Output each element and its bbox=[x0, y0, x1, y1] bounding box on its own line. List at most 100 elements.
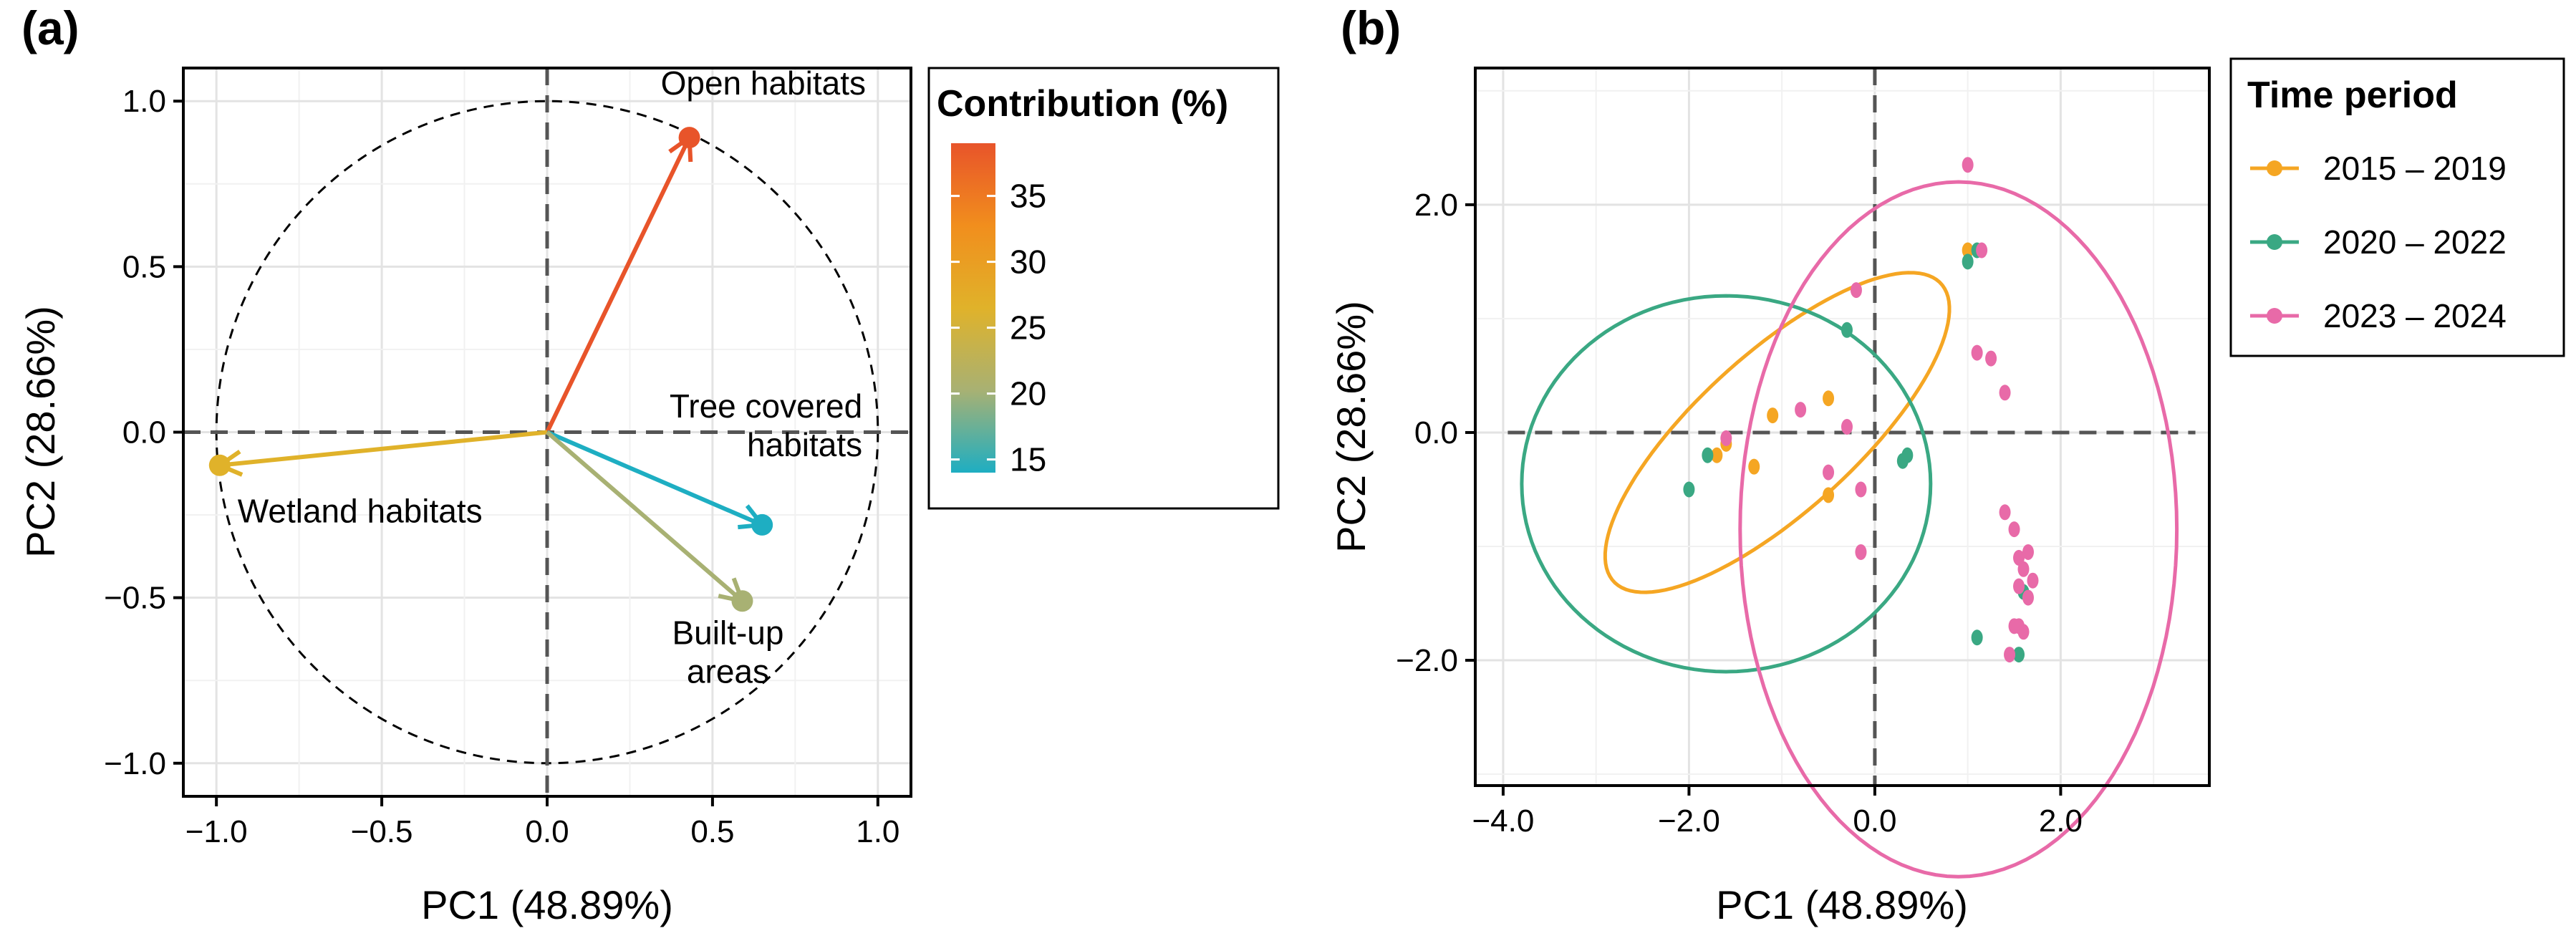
point-2023-2024 bbox=[1999, 385, 2011, 401]
point-2023-2024 bbox=[2027, 572, 2039, 589]
contribution-legend-title: Contribution (%) bbox=[937, 83, 1228, 125]
point-2023-2024 bbox=[2008, 521, 2020, 538]
point-2023-2024 bbox=[2013, 578, 2025, 594]
colorbar-tick-label: 30 bbox=[1010, 243, 1046, 281]
label-wetland-habitats: Wetland habitats bbox=[238, 493, 483, 530]
y-tick-label: 0.0 bbox=[122, 415, 166, 450]
point-2020-2022 bbox=[1896, 453, 1909, 469]
vector-end-wetland-habitats bbox=[208, 454, 231, 476]
point-2023-2024 bbox=[2017, 561, 2030, 577]
colorbar-tick-label: 15 bbox=[1010, 441, 1046, 478]
point-2015-2019 bbox=[1823, 390, 1835, 407]
point-2015-2019 bbox=[1823, 487, 1835, 503]
point-2023-2024 bbox=[1795, 402, 1807, 418]
y-tick-label: 0.5 bbox=[122, 249, 166, 284]
label-line: Tree covered bbox=[670, 387, 862, 425]
y-tick-label: −1.0 bbox=[104, 746, 166, 781]
label-line: areas bbox=[687, 652, 769, 690]
vector-end-built-up-areas bbox=[731, 590, 753, 612]
x-tick-label: −0.5 bbox=[351, 814, 413, 849]
y-tick-label: −2.0 bbox=[1396, 643, 1458, 678]
point-2020-2022 bbox=[1702, 447, 1714, 463]
contribution-colorbar-ticks: 15 20 25 30 35 bbox=[951, 178, 1046, 478]
x-tick-label: −4.0 bbox=[1472, 803, 1534, 839]
point-2015-2019 bbox=[1711, 447, 1723, 463]
x-tick-label: 1.0 bbox=[856, 814, 899, 849]
ellipse-2020-2022 bbox=[1520, 294, 1933, 674]
point-2023-2024 bbox=[1971, 344, 1983, 361]
point-2020-2022 bbox=[1962, 254, 1974, 270]
panel-b-y-axis-title: PC2 (28.66%) bbox=[1328, 301, 1374, 553]
panel-a-x-ticks: −1.0 −0.5 0.0 0.5 1.0 bbox=[185, 796, 899, 849]
label-tree-covered-habitats: Tree covered habitats bbox=[670, 387, 862, 463]
panel-b-points bbox=[1683, 157, 2039, 663]
point-2015-2019 bbox=[1767, 407, 1779, 424]
x-tick-label: 0.0 bbox=[1853, 803, 1896, 839]
panel-a-y-axis-title: PC2 (28.66%) bbox=[18, 306, 63, 558]
legend-label-2020-2022: 2020 – 2022 bbox=[2323, 223, 2507, 261]
vector-open-habitats bbox=[545, 136, 692, 433]
vector-end-open-habitats bbox=[678, 127, 700, 149]
point-2023-2024 bbox=[1850, 282, 1862, 299]
legend-dot-2020-2022 bbox=[2267, 234, 2282, 250]
panel-a-y-ticks: −1.0 −0.5 0.0 0.5 1.0 bbox=[104, 84, 183, 781]
ellipse-2023-2024 bbox=[1738, 180, 2179, 879]
ellipse-2015-2019 bbox=[1603, 271, 1952, 594]
point-2023-2024 bbox=[2004, 647, 2016, 663]
point-2023-2024 bbox=[1976, 242, 1988, 259]
legend-label-2023-2024: 2023 – 2024 bbox=[2323, 297, 2507, 334]
point-2023-2024 bbox=[1841, 419, 1853, 435]
legend-dot-2015-2019 bbox=[2267, 160, 2282, 176]
point-2015-2019 bbox=[1748, 458, 1760, 475]
point-2023-2024 bbox=[2022, 544, 2034, 560]
point-2023-2024 bbox=[2013, 618, 2025, 634]
x-tick-label: 0.5 bbox=[690, 814, 734, 849]
time-period-legend-items: 2015 – 2019 2020 – 2022 2023 – 2024 bbox=[2250, 150, 2507, 334]
vector-built-up-areas bbox=[546, 430, 744, 603]
colorbar-tick-label: 20 bbox=[1010, 375, 1046, 412]
panel-a-vectors bbox=[208, 127, 773, 612]
vector-tree-covered-habitats bbox=[546, 430, 763, 527]
point-2023-2024 bbox=[1823, 464, 1835, 481]
point-2020-2022 bbox=[1971, 629, 1983, 646]
label-line: Open habitats bbox=[661, 64, 866, 102]
y-tick-label: −0.5 bbox=[104, 581, 166, 616]
x-tick-label: 2.0 bbox=[2039, 803, 2083, 839]
label-line: Wetland habitats bbox=[238, 493, 483, 530]
point-2023-2024 bbox=[1962, 157, 1974, 173]
point-2020-2022 bbox=[1683, 481, 1695, 498]
y-tick-label: 1.0 bbox=[122, 84, 166, 119]
point-2023-2024 bbox=[1985, 350, 1997, 367]
colorbar-tick-label: 25 bbox=[1010, 309, 1046, 347]
label-built-up-areas: Built-up areas bbox=[672, 614, 783, 690]
vector-end-tree-covered-habitats bbox=[751, 513, 773, 536]
panel-b-ellipses bbox=[1520, 180, 2179, 879]
panel-a-variable-labels: Open habitats Wetland habitats Tree covere… bbox=[238, 64, 866, 690]
x-tick-label: 0.0 bbox=[525, 814, 569, 849]
point-2023-2024 bbox=[1720, 430, 1732, 446]
x-tick-label: −2.0 bbox=[1658, 803, 1720, 839]
point-2023-2024 bbox=[1855, 481, 1867, 498]
time-period-legend-box bbox=[2229, 57, 2565, 357]
panel-b-plot-border bbox=[1474, 67, 2211, 787]
point-2015-2019 bbox=[1962, 242, 1974, 259]
panel-a: (a) Open habitats Wetland habitats Tree co… bbox=[18, 1, 1280, 927]
label-line: habitats bbox=[747, 426, 862, 463]
label-line: Built-up bbox=[672, 614, 783, 651]
contribution-legend: Contribution (%) 15 20 25 30 35 bbox=[927, 67, 1280, 510]
panel-a-label: (a) bbox=[21, 1, 79, 54]
vector-wetland-habitats bbox=[219, 430, 548, 468]
point-2023-2024 bbox=[2022, 589, 2034, 606]
legend-dot-2023-2024 bbox=[2267, 308, 2282, 324]
label-open-habitats: Open habitats bbox=[661, 64, 866, 102]
panel-b: (b) −4.0 −2.0 0.0 2.0 −2.0 0.0 2.0 PC1 (48.89… bbox=[1328, 1, 2565, 927]
point-2020-2022 bbox=[2013, 647, 2025, 663]
x-tick-label: −1.0 bbox=[185, 814, 248, 849]
panel-b-zero-lines bbox=[1508, 68, 2196, 786]
y-tick-label: 0.0 bbox=[1414, 415, 1458, 450]
panel-b-x-axis-title: PC1 (48.89%) bbox=[1716, 882, 1968, 927]
legend-label-2015-2019: 2015 – 2019 bbox=[2323, 150, 2507, 187]
contribution-colorbar bbox=[951, 143, 995, 473]
panel-b-y-ticks: −2.0 0.0 2.0 bbox=[1396, 188, 1475, 678]
panel-b-label: (b) bbox=[1341, 1, 1401, 54]
